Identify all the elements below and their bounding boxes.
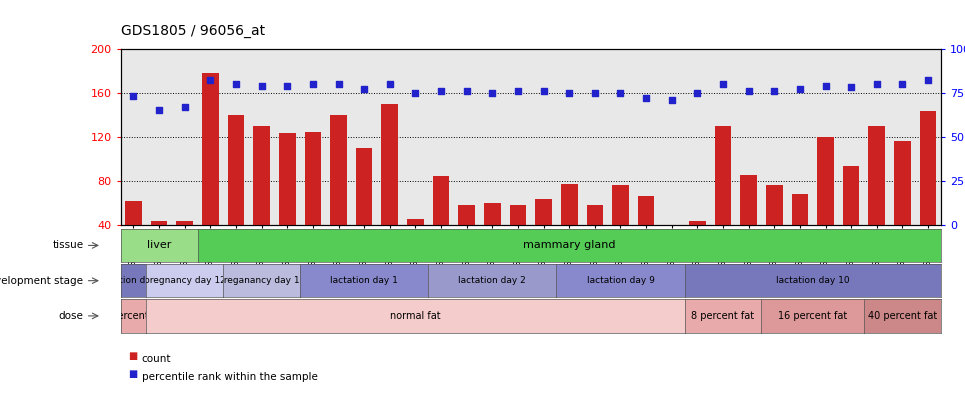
Bar: [279, 133, 295, 269]
Point: [766, 87, 782, 94]
Text: 40 percent fat: 40 percent fat: [868, 311, 937, 321]
Bar: [177, 222, 193, 269]
Point: [587, 90, 602, 96]
Point: [690, 90, 705, 96]
Text: 16 percent fat: 16 percent fat: [778, 311, 847, 321]
Text: percentile rank within the sample: percentile rank within the sample: [142, 372, 317, 382]
Point: [254, 82, 269, 89]
Bar: [587, 205, 603, 269]
Bar: [381, 104, 399, 269]
Bar: [663, 227, 680, 269]
Point: [921, 77, 936, 83]
Point: [510, 87, 526, 94]
Text: lactation day 10: lactation day 10: [776, 276, 849, 285]
Point: [331, 81, 346, 87]
Point: [536, 87, 551, 94]
Point: [203, 77, 218, 83]
Text: normal fat: normal fat: [390, 311, 441, 321]
Text: 8 percent fat: 8 percent fat: [692, 311, 755, 321]
Bar: [330, 115, 346, 269]
Point: [125, 93, 141, 99]
Bar: [228, 115, 244, 269]
Text: ■: ■: [128, 351, 138, 361]
Bar: [766, 185, 783, 269]
Text: tissue: tissue: [52, 241, 83, 250]
Point: [229, 81, 244, 87]
Bar: [356, 148, 372, 269]
Bar: [791, 194, 809, 269]
Bar: [305, 132, 321, 269]
Bar: [740, 175, 757, 269]
Point: [715, 81, 731, 87]
Bar: [612, 185, 629, 269]
Point: [152, 107, 167, 113]
Point: [639, 95, 654, 101]
Point: [407, 90, 423, 96]
Text: pregnancy day 12: pregnancy day 12: [144, 276, 226, 285]
Bar: [715, 126, 731, 269]
Point: [869, 81, 885, 87]
Point: [562, 90, 577, 96]
Text: mammary gland: mammary gland: [523, 241, 616, 250]
Text: ■: ■: [128, 369, 138, 379]
Bar: [432, 176, 450, 269]
Bar: [689, 222, 705, 269]
Bar: [817, 137, 834, 269]
Point: [177, 104, 192, 110]
Bar: [151, 222, 167, 269]
Text: lactation day 1: lactation day 1: [330, 276, 399, 285]
Point: [280, 82, 295, 89]
Point: [459, 87, 475, 94]
Bar: [868, 126, 885, 269]
Text: liver: liver: [147, 241, 171, 250]
Bar: [842, 166, 860, 269]
Text: lactation day 10: lactation day 10: [96, 276, 170, 285]
Text: count: count: [142, 354, 172, 364]
Bar: [125, 200, 142, 269]
Bar: [202, 73, 219, 269]
Bar: [536, 199, 552, 269]
Point: [792, 86, 808, 92]
Bar: [561, 184, 577, 269]
Bar: [458, 205, 475, 269]
Bar: [253, 126, 270, 269]
Bar: [510, 205, 526, 269]
Text: lactation day 9: lactation day 9: [587, 276, 654, 285]
Bar: [484, 203, 501, 269]
Point: [817, 82, 833, 89]
Point: [382, 81, 398, 87]
Point: [356, 86, 372, 92]
Point: [664, 96, 679, 103]
Point: [741, 87, 757, 94]
Text: GDS1805 / 96056_at: GDS1805 / 96056_at: [121, 23, 264, 38]
Text: development stage: development stage: [0, 276, 83, 286]
Point: [895, 81, 910, 87]
Point: [433, 87, 449, 94]
Point: [613, 90, 628, 96]
Bar: [895, 141, 911, 269]
Text: 8 percent fat: 8 percent fat: [102, 311, 165, 321]
Bar: [638, 196, 654, 269]
Point: [843, 84, 859, 91]
Bar: [407, 219, 424, 269]
Bar: [920, 111, 936, 269]
Point: [484, 90, 500, 96]
Text: preganancy day 17: preganancy day 17: [218, 276, 305, 285]
Point: [305, 81, 320, 87]
Text: dose: dose: [59, 311, 83, 321]
Text: lactation day 2: lactation day 2: [458, 276, 526, 285]
